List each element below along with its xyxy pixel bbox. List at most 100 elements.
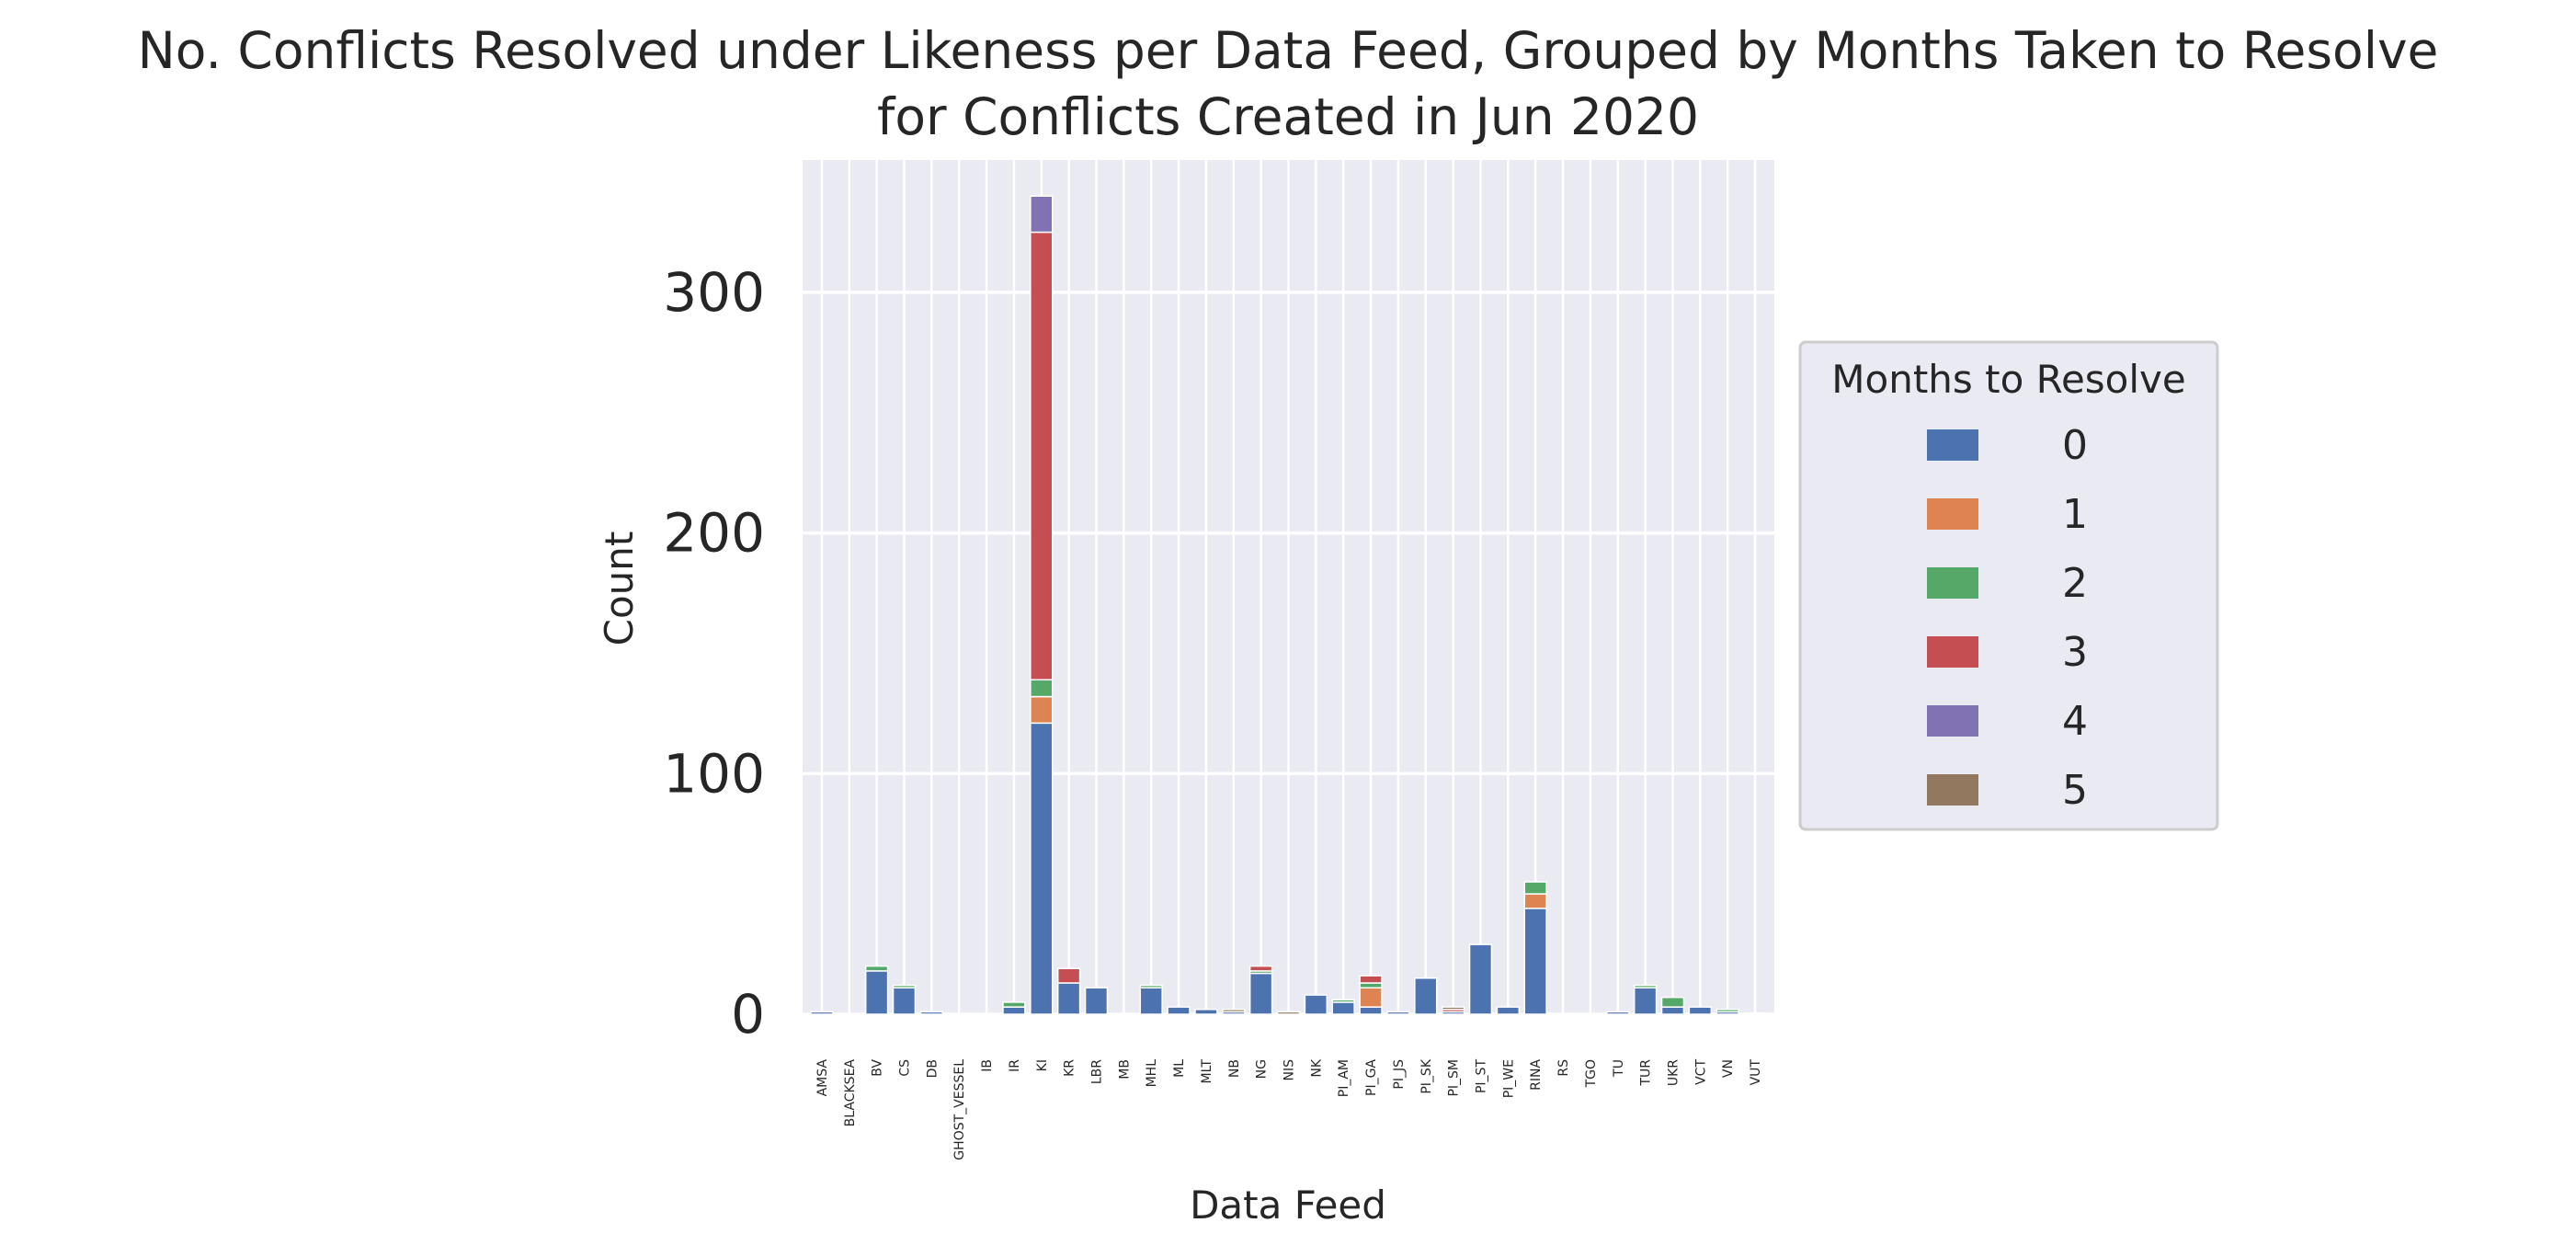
legend: Months to Resolve 0 1 2 3 4 5 bbox=[1798, 340, 2219, 831]
bar-segment bbox=[1030, 722, 1054, 1015]
bar-segment bbox=[1633, 987, 1658, 1015]
bar-segment bbox=[1523, 881, 1547, 895]
bar-segment bbox=[892, 984, 917, 988]
x-tick-label: MLT bbox=[1200, 1059, 1214, 1084]
bar-segment bbox=[1248, 972, 1273, 1015]
x-axis-ticks: AMSA BLACKSEA BV CS DB GHOST_VESSEL IB IR KI KR LB… bbox=[815, 1058, 1763, 1160]
legend-label: 5 bbox=[2062, 767, 2088, 814]
x-tick-label: PI_JS bbox=[1392, 1059, 1407, 1090]
x-tick-label: NB bbox=[1227, 1059, 1242, 1078]
x-tick-label: VCT bbox=[1693, 1059, 1708, 1085]
legend-swatch bbox=[1927, 567, 1978, 599]
x-tick-label: IR bbox=[1008, 1059, 1022, 1072]
x-tick-label: LBR bbox=[1090, 1059, 1105, 1084]
x-tick-label: GHOST_VESSEL bbox=[952, 1059, 967, 1160]
bar-segment bbox=[1002, 1001, 1026, 1008]
x-tick-label: PI_SM bbox=[1447, 1059, 1462, 1097]
x-tick-label: KR bbox=[1063, 1059, 1077, 1077]
bar-segment bbox=[1359, 982, 1383, 988]
x-tick-label: PI_GA bbox=[1364, 1059, 1379, 1096]
bar-segment bbox=[1304, 994, 1328, 1015]
bar-segment bbox=[1715, 1009, 1739, 1013]
bar-segment bbox=[1167, 1006, 1191, 1015]
bar-segment bbox=[1331, 1001, 1355, 1015]
x-tick-label: CS bbox=[898, 1059, 913, 1077]
legend-swatch bbox=[1927, 774, 1978, 806]
bar-segment bbox=[1139, 987, 1163, 1015]
x-tick-label: MB bbox=[1117, 1059, 1132, 1080]
bar-segment bbox=[1660, 996, 1685, 1008]
x-axis-label: Data Feed bbox=[1190, 1183, 1386, 1228]
bars bbox=[810, 195, 1767, 1015]
chart-title-line1: No. Conflicts Resolved under Likeness pe… bbox=[138, 21, 2439, 80]
bar-segment bbox=[1359, 975, 1383, 984]
bar-segment bbox=[1386, 1011, 1410, 1015]
bar-segment bbox=[1030, 679, 1054, 698]
bar-segment bbox=[1468, 943, 1493, 1015]
x-tick-label: BV bbox=[871, 1059, 885, 1077]
x-tick-label: PI_ST bbox=[1475, 1059, 1489, 1093]
legend-label: 1 bbox=[2062, 491, 2088, 538]
x-tick-label: TU bbox=[1612, 1059, 1626, 1078]
x-tick-label: NIS bbox=[1282, 1059, 1297, 1081]
bar-segment bbox=[1222, 1009, 1246, 1013]
legend-box bbox=[1798, 340, 2219, 831]
bar-segment bbox=[810, 1011, 834, 1015]
x-tick-label: RINA bbox=[1529, 1059, 1544, 1091]
y-axis-label: Count bbox=[597, 531, 642, 646]
x-tick-label: PI_WE bbox=[1501, 1059, 1516, 1098]
bar-segment bbox=[864, 965, 889, 972]
bar-segment bbox=[1633, 984, 1658, 988]
y-tick-label: 300 bbox=[663, 261, 765, 324]
chart-title-line2: for Conflicts Created in Jun 2020 bbox=[877, 87, 1699, 146]
bar-segment bbox=[1359, 987, 1383, 1008]
x-tick-label: ML bbox=[1172, 1059, 1187, 1078]
x-tick-label: TUR bbox=[1639, 1059, 1654, 1087]
x-tick-label: NG bbox=[1255, 1059, 1270, 1079]
bar-segment bbox=[1276, 1011, 1301, 1015]
x-tick-label: UKR bbox=[1667, 1059, 1681, 1086]
x-tick-label: TGO bbox=[1584, 1059, 1599, 1088]
y-tick-label: 0 bbox=[731, 983, 765, 1046]
legend-label: 0 bbox=[2062, 422, 2088, 469]
x-tick-label: VN bbox=[1721, 1059, 1736, 1078]
bar-segment bbox=[1194, 1009, 1218, 1015]
legend-items: 0 1 2 3 4 5 bbox=[1927, 422, 2088, 814]
bar-segment bbox=[1030, 695, 1054, 725]
bar-segment bbox=[1084, 987, 1109, 1015]
bar-segment bbox=[919, 1011, 944, 1015]
bar-segment bbox=[1331, 999, 1355, 1003]
y-tick-label: 100 bbox=[663, 742, 765, 805]
bar-segment bbox=[1030, 195, 1054, 234]
bar-segment bbox=[1743, 1011, 1767, 1015]
bar-segment bbox=[1056, 967, 1081, 984]
legend-title: Months to Resolve bbox=[1831, 357, 2185, 402]
bar-segment bbox=[1002, 1006, 1026, 1015]
bar-segment bbox=[1660, 1006, 1685, 1015]
legend-label: 4 bbox=[2062, 698, 2088, 745]
bar-segment bbox=[1056, 982, 1081, 1015]
bar-segment bbox=[864, 970, 889, 1015]
x-tick-label: RS bbox=[1556, 1059, 1571, 1077]
x-tick-label: KI bbox=[1035, 1059, 1050, 1071]
x-tick-label: MHL bbox=[1145, 1059, 1159, 1088]
legend-swatch bbox=[1927, 429, 1978, 461]
bar-segment bbox=[1030, 231, 1054, 681]
x-tick-label: PI_AM bbox=[1337, 1059, 1351, 1097]
x-tick-label: DB bbox=[925, 1059, 940, 1078]
bar-segment bbox=[1441, 1006, 1465, 1011]
bar-segment bbox=[1606, 1011, 1630, 1015]
legend-swatch bbox=[1927, 705, 1978, 737]
x-tick-label: AMSA bbox=[815, 1059, 830, 1097]
x-tick-label: IB bbox=[980, 1059, 995, 1072]
bar-segment bbox=[1139, 984, 1163, 988]
bar-segment bbox=[1248, 965, 1273, 972]
bar-segment bbox=[1523, 908, 1547, 1015]
bar-segment bbox=[1496, 1006, 1521, 1015]
x-tick-label: NK bbox=[1309, 1058, 1324, 1077]
x-tick-label: BLACKSEA bbox=[843, 1059, 858, 1127]
x-tick-label: VUT bbox=[1749, 1059, 1763, 1086]
bar-segment bbox=[892, 987, 917, 1015]
legend-label: 2 bbox=[2062, 560, 2088, 607]
